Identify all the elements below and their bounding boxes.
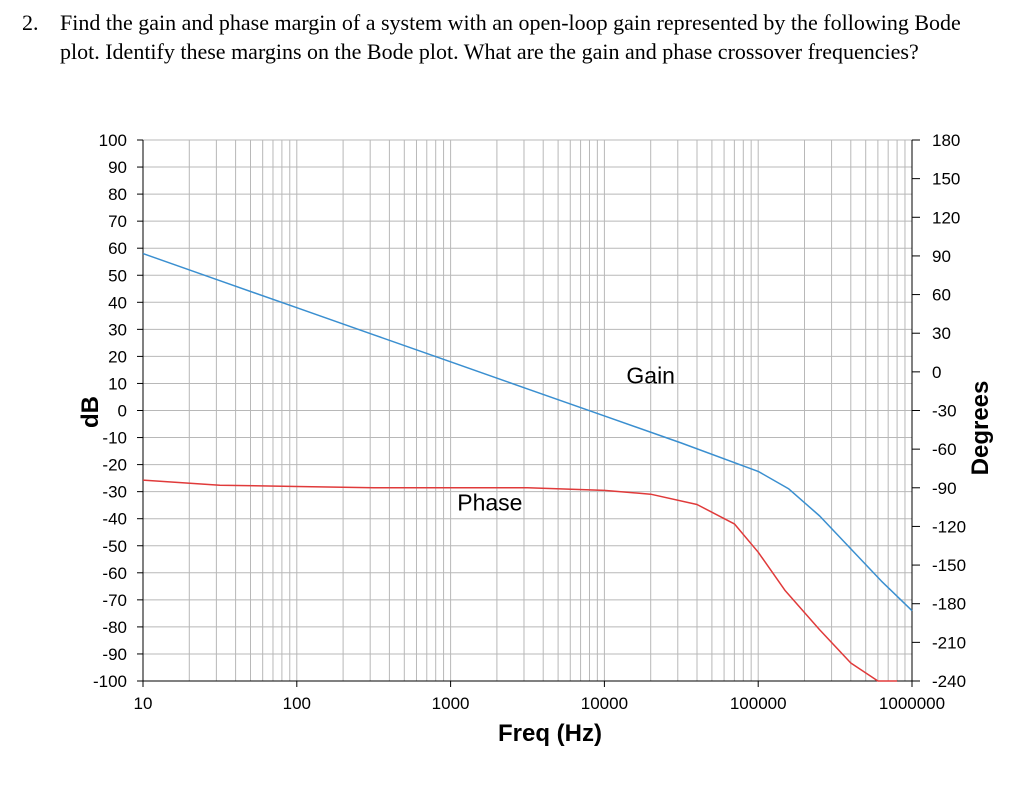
x-tick-label: 10 xyxy=(134,694,153,713)
left-tick-label: -60 xyxy=(102,564,127,583)
left-tick-label: -20 xyxy=(102,456,127,475)
right-tick-label: 90 xyxy=(932,247,951,266)
left-tick-label: 10 xyxy=(108,374,127,393)
left-tick-label: 70 xyxy=(108,212,127,231)
right-tick-label: -150 xyxy=(932,556,966,575)
right-tick-label: -210 xyxy=(932,633,966,652)
left-tick-label: -30 xyxy=(102,483,127,502)
right-tick-label: 0 xyxy=(932,363,941,382)
left-axis-tick-labels: 1009080706050403020100-10-20-30-40-50-60… xyxy=(93,131,127,691)
left-tick-label: -50 xyxy=(102,537,127,556)
y2-axis-title: Degrees xyxy=(967,381,994,476)
grid xyxy=(142,139,913,682)
right-tick-label: 60 xyxy=(932,286,951,305)
question-number: 2. xyxy=(22,10,39,35)
right-tick-label: 150 xyxy=(932,170,960,189)
right-tick-label: 30 xyxy=(932,324,951,343)
series-phase-line xyxy=(142,479,898,682)
left-tick-label: 100 xyxy=(99,131,127,150)
right-tick-label: -120 xyxy=(932,517,966,536)
left-tick-label: -40 xyxy=(102,510,127,529)
left-tick-label: 90 xyxy=(108,158,127,177)
x-tick-label: 1000000 xyxy=(879,694,945,713)
left-tick-label: -90 xyxy=(102,645,127,664)
left-tick-label: 60 xyxy=(108,239,127,258)
left-tick-label: 30 xyxy=(108,320,127,339)
y-axis-title: dB xyxy=(77,396,104,428)
x-tick-label: 100 xyxy=(283,694,311,713)
question-text: Find the gain and phase margin of a syst… xyxy=(60,10,961,64)
left-tick-label: 40 xyxy=(108,293,127,312)
axes xyxy=(137,139,920,687)
right-axis-tick-labels: 180 150 120 90 60 30 0 -30 -60 -90 -120 -150 -180 -21… xyxy=(932,131,966,691)
left-tick-label: 20 xyxy=(108,347,127,366)
left-tick-label: -80 xyxy=(102,618,127,637)
series-label-phase: Phase xyxy=(457,490,522,516)
annotations: Gain Phase xyxy=(457,362,675,515)
left-tick-label: 80 xyxy=(108,185,127,204)
series xyxy=(142,252,913,682)
right-tick-label: -30 xyxy=(932,402,957,421)
left-tick-label: -100 xyxy=(93,672,127,691)
series-gain-line xyxy=(142,252,913,612)
x-axis-title: Freq (Hz) xyxy=(498,720,602,747)
x-tick-label: 100000 xyxy=(730,694,787,713)
right-tick-label: -60 xyxy=(932,440,957,459)
right-tick-label: 180 xyxy=(932,131,960,150)
left-tick-label: -70 xyxy=(102,591,127,610)
left-tick-label: 0 xyxy=(118,402,127,421)
x-tick-label: 10000 xyxy=(581,694,628,713)
right-tick-label: -180 xyxy=(932,595,966,614)
right-tick-label: -240 xyxy=(932,672,966,691)
right-tick-label: 120 xyxy=(932,208,960,227)
left-tick-label: 50 xyxy=(108,266,127,285)
right-tick-label: -90 xyxy=(932,479,957,498)
x-axis-tick-labels: 10 100 1000 10000 100000 1000000 xyxy=(134,694,946,713)
x-tick-label: 1000 xyxy=(432,694,470,713)
series-label-gain: Gain xyxy=(626,362,675,388)
left-tick-label: -10 xyxy=(102,429,127,448)
